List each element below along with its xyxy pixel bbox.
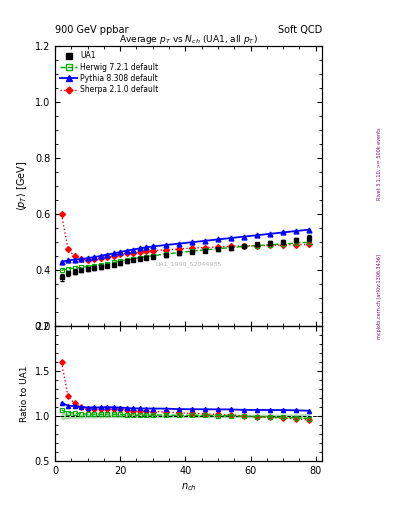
Text: Soft QCD: Soft QCD [278, 25, 322, 35]
Text: 900 GeV ppbar: 900 GeV ppbar [55, 25, 129, 35]
Text: Rivet 3.1.10, >= 500k events: Rivet 3.1.10, >= 500k events [377, 127, 382, 200]
Legend: UA1, Herwig 7.2.1 default, Pythia 8.308 default, Sherpa 2.1.0 default: UA1, Herwig 7.2.1 default, Pythia 8.308 … [57, 48, 162, 97]
X-axis label: $n_{ch}$: $n_{ch}$ [181, 481, 196, 493]
Y-axis label: $\langle p_T \rangle$ [GeV]: $\langle p_T \rangle$ [GeV] [15, 161, 29, 211]
Y-axis label: Ratio to UA1: Ratio to UA1 [20, 365, 29, 422]
Text: UA1_1990_S2044935: UA1_1990_S2044935 [156, 262, 222, 267]
Title: Average $p_T$ vs $N_{ch}$ (UA1, all $p_T$): Average $p_T$ vs $N_{ch}$ (UA1, all $p_T… [119, 33, 258, 46]
Text: mcplots.cern.ch [arXiv:1306.3436]: mcplots.cern.ch [arXiv:1306.3436] [377, 254, 382, 339]
